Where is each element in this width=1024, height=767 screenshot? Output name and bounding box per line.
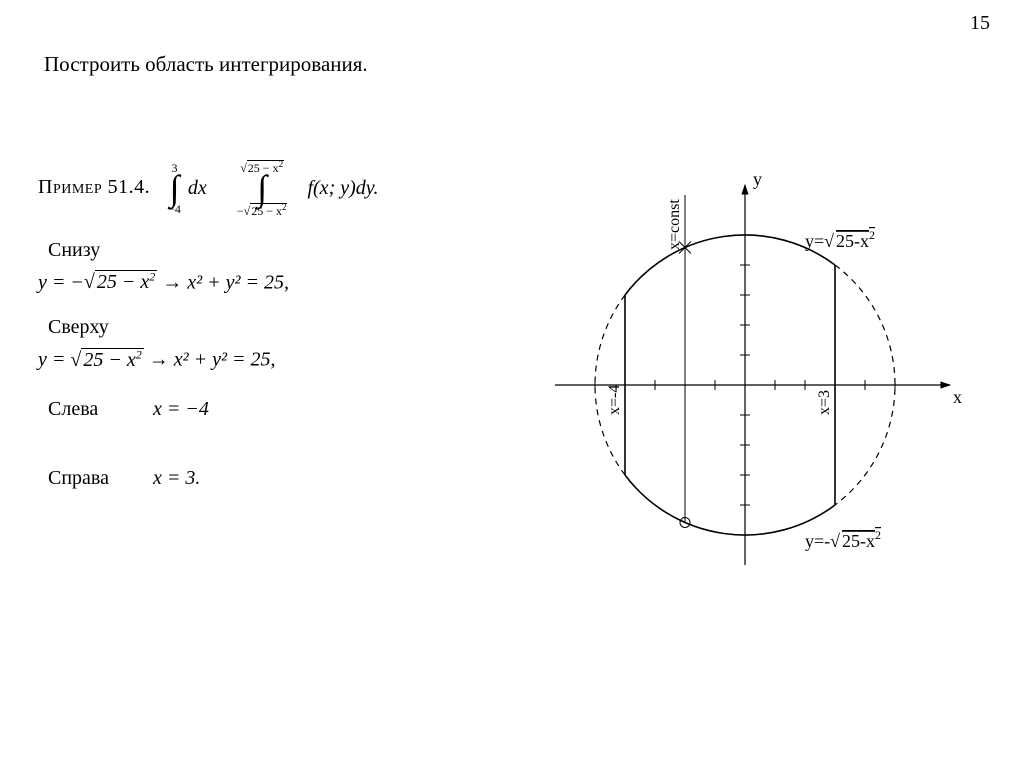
integrand: f(x; y)dy.: [307, 177, 378, 199]
above-label: Сверху: [48, 316, 488, 339]
example-label: Пример 51.4.: [38, 176, 150, 198]
right-value: x = 3.: [153, 467, 200, 489]
page-number: 15: [970, 12, 990, 35]
page-title: Построить область интегрирования.: [44, 52, 368, 77]
below-label: Снизу: [48, 239, 488, 262]
left-row: Слева x = −4: [38, 398, 488, 421]
outer-diff: dx: [188, 177, 207, 199]
outer-integral: 3 ∫ −4: [168, 162, 181, 215]
left-value: x = −4: [153, 398, 209, 420]
below-eq: y = −25 − x2 → x² + y² = 25,: [38, 270, 488, 295]
svg-text:y: y: [753, 169, 762, 189]
inner-integral: √25 − x2 ∫ −√25 − x2: [237, 160, 288, 217]
svg-text:x: x: [953, 387, 962, 407]
svg-text:x=3: x=3: [816, 390, 833, 415]
left-column: Пример 51.4. 3 ∫ −4 dx √25 − x2 ∫ −√25 −…: [38, 160, 488, 500]
diagram: y x x=const x=-4 x=3 y=√25-x2 y=-√25-x2: [530, 150, 1000, 580]
svg-text:x=const: x=const: [666, 199, 683, 250]
svg-text:x=-4: x=-4: [606, 385, 623, 415]
right-label: Справа: [48, 467, 148, 490]
svg-text:y=-√25-x2: y=-√25-x2: [805, 528, 881, 551]
left-label: Слева: [48, 398, 148, 421]
svg-text:y=√25-x2: y=√25-x2: [805, 228, 875, 251]
example-row: Пример 51.4. 3 ∫ −4 dx √25 − x2 ∫ −√25 −…: [38, 160, 488, 217]
right-row: Справа x = 3.: [38, 467, 488, 490]
above-eq: y = 25 − x2 → x² + y² = 25,: [38, 347, 488, 372]
